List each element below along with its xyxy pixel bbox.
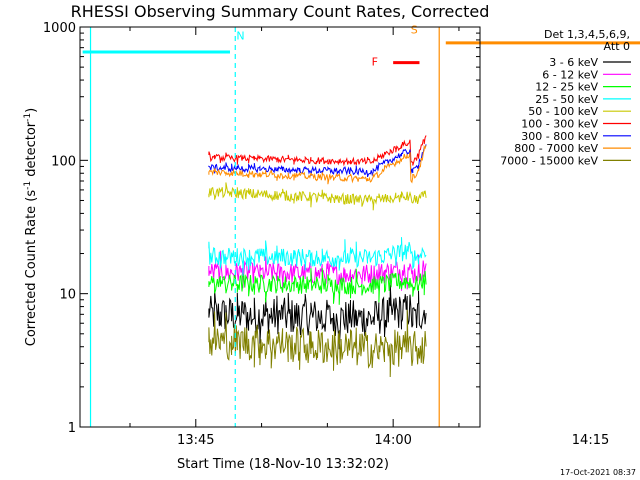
- legend-label-7000-15000-kev: 7000 - 15000 keV: [500, 154, 598, 167]
- y-tick-label-1000: 1000: [43, 21, 76, 36]
- legend-label-25-50-kev: 25 - 50 keV: [535, 93, 598, 106]
- y-axis-label-main: Corrected Count Rate (s: [24, 190, 39, 347]
- legend-label-3-6-kev: 3 - 6 keV: [549, 56, 598, 69]
- plot-data-area: [208, 135, 427, 378]
- y-axis-label-tail: detector: [24, 121, 39, 181]
- y-axis-label: Corrected Count Rate (s-1 detector-1): [23, 108, 39, 346]
- y-axis-label-close: ): [24, 108, 39, 113]
- series-7000-15000-kev-segment-1: [208, 309, 427, 378]
- footer-timestamp: 17-Oct-2021 08:37: [560, 468, 636, 477]
- x-tick-label-1400: 14:00: [374, 433, 411, 448]
- series-300-800-kev-segment-1: [208, 144, 427, 178]
- plot-axes: [79, 26, 481, 428]
- y-axis-label-sup1: -1: [23, 181, 33, 190]
- marker-f: F: [372, 56, 378, 69]
- event-overlay: N F S: [82, 23, 640, 427]
- y-axis-label-sup2: -1: [23, 113, 33, 122]
- y-tick-label-100: 100: [51, 154, 76, 169]
- series-100-300-kev-segment-1: [208, 135, 427, 167]
- legend-label-100-300-kev: 100 - 300 keV: [521, 118, 598, 131]
- legend-label-50-100-kev: 50 - 100 keV: [528, 105, 598, 118]
- series-25-50-kev-segment-1: [208, 237, 427, 276]
- legend-label-12-25-kev: 12 - 25 keV: [535, 81, 598, 94]
- series-12-25-kev-segment-1: [208, 268, 427, 305]
- plot-frame: [79, 26, 481, 428]
- y-tick-label-10: 10: [59, 288, 76, 303]
- x-tick-label-1345: 13:45: [177, 433, 214, 448]
- series-50-100-kev-segment-1: [208, 182, 427, 211]
- x-axis-label: Start Time (18-Nov-10 13:32:02): [177, 457, 389, 472]
- marker-s: S: [411, 23, 418, 36]
- marker-n: N: [236, 30, 244, 43]
- legend-label-800-7000-kev: 800 - 7000 keV: [514, 142, 598, 155]
- series-3-6-kev-segment-1: [208, 283, 427, 350]
- legend-header-line-2: Att 0: [604, 40, 630, 53]
- chart-title: RHESSI Observing Summary Count Rates, Co…: [71, 2, 490, 21]
- legend-label-6-12-kev: 6 - 12 keV: [542, 68, 598, 81]
- series-800-7000-kev-segment-1: [208, 144, 427, 185]
- y-tick-label-1: 1: [68, 421, 76, 436]
- y-tick-labels: 1 10 100 1000: [43, 21, 76, 436]
- legend-label-300-800-kev: 300 - 800 keV: [521, 130, 598, 143]
- legend-header-line-1: Det 1,3,4,5,6,9,: [544, 28, 630, 41]
- x-tick-label-1415: 14:15: [572, 433, 609, 448]
